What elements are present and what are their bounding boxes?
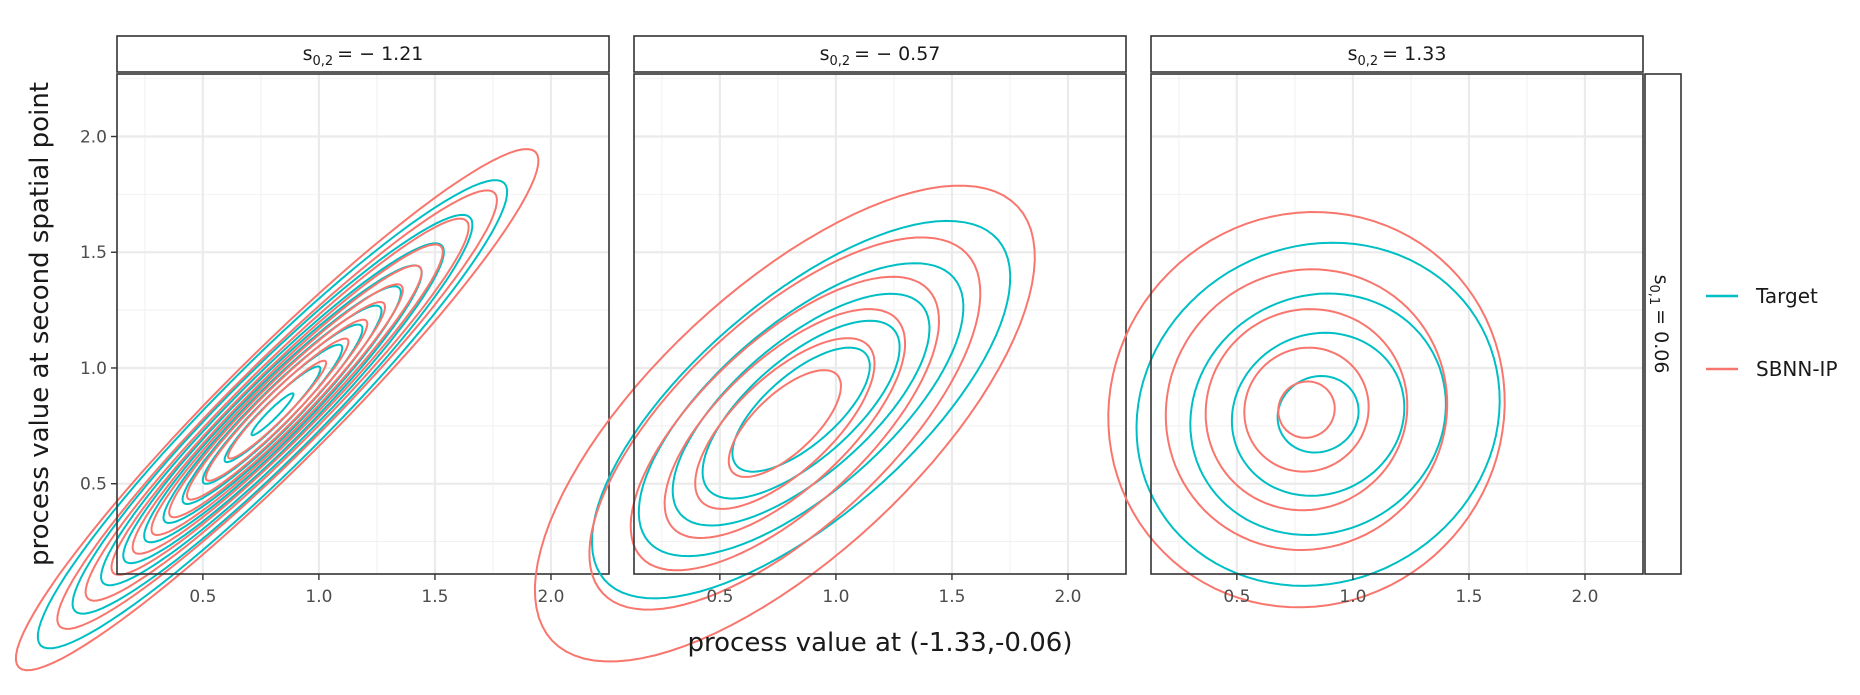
panel-1-strip [116,35,610,73]
axis-ticks: 0.5 1.0 1.5 2.0 0.5 1.0 1.5 2.0 0.5 1.0 1.5 2.0 0.5 1… [80,128,1599,608]
x-tick-label: 1.5 [1455,587,1482,607]
panel-3-strip [1150,35,1644,73]
contour-sbnn-ip [56,189,498,630]
y-axis-title: process value at second spatial point [25,82,55,566]
contour-target [100,242,445,587]
panel-1-contours [14,148,540,672]
panel-2: s0,2 = − 0.57 [533,35,1127,663]
contour-sbnn-ip [1243,346,1370,473]
contour-sbnn-ip [168,300,387,519]
contour-target [122,264,423,565]
y-tick-label: 1.5 [80,243,107,263]
contour-sbnn-ip [84,217,470,602]
contour-sbnn-ip [1277,380,1336,439]
legend-label-target: Target [1755,284,1818,308]
contour-sbnn-ip [227,359,328,460]
contour-sbnn-ip [185,318,369,501]
x-tick-label: 1.5 [421,587,448,607]
x-tick-label: 2.0 [537,587,564,607]
contour-sbnn-ip [533,184,1036,663]
contour-sbnn-ip [629,275,941,572]
legend-label-sbnn-ip: SBNN-IP [1756,357,1838,381]
contour-target [143,285,402,544]
contour-target [36,179,509,650]
panel-3-contours [1107,210,1506,609]
panel-2-strip [633,35,1127,73]
x-tick-label: 1.0 [822,587,849,607]
panel-2-strip-label: s0,2 = − 0.57 [820,43,941,69]
y-tick-label: 1.0 [80,359,107,379]
x-tick-label: 1.0 [305,587,332,607]
contour-sbnn-ip [110,243,444,576]
x-tick-label: 1.0 [1339,587,1366,607]
contour-sbnn-ip [694,337,876,510]
contour-target [701,319,901,500]
contour-sbnn-ip [204,337,350,482]
panel-1: s0,2 = − 1.21 [14,35,610,672]
contour-target [1135,241,1501,587]
y-tick-label: 2.0 [80,128,107,148]
panel-1-border [116,73,610,575]
contour-target [671,292,931,527]
contour-sbnn-ip [1204,308,1409,512]
x-tick-label: 0.5 [706,587,733,607]
contour-target [71,213,474,615]
contour-sbnn-ip [663,308,907,540]
x-tick-label: 1.5 [938,587,965,607]
contour-sbnn-ip [1164,268,1449,552]
contour-target [590,219,1012,600]
contour-target [637,262,965,558]
contour-sbnn-ip [150,283,404,537]
x-tick-label: 0.5 [189,587,216,607]
panel-2-border [633,73,1127,575]
contour-sbnn-ip [1107,210,1506,609]
contour-sbnn-ip [588,236,982,611]
panel-3-strip-label: s0,2 = 1.33 [1348,43,1447,69]
contour-target [1189,292,1447,537]
contour-target [1276,374,1360,454]
panel-2-contours [533,184,1036,663]
panel-3: s0,2 = 1.33 s0,1= 0.06 [1107,35,1682,609]
x-axis-title: process value at (-1.33,-0.06) [688,628,1073,658]
row-strip-label: s0,1= 0.06 [1646,275,1672,374]
contour-sbnn-ip [131,264,423,555]
x-tick-label: 2.0 [1054,587,1081,607]
panel-1-strip-label: s0,2 = − 1.21 [303,43,424,69]
x-tick-label: 2.0 [1571,587,1598,607]
contour-sbnn-ip [727,369,842,478]
row-strip [1644,73,1682,575]
contour-target [731,346,871,473]
contour-target [250,392,295,437]
panel-3-border [1150,73,1644,575]
legend: Target SBNN-IP [1706,284,1838,381]
x-tick-label: 0.5 [1223,587,1250,607]
contour-sbnn-ip [14,148,540,672]
panel-3-grid [1151,74,1643,574]
contour-target [1230,331,1406,497]
y-tick-label: 0.5 [80,475,107,495]
